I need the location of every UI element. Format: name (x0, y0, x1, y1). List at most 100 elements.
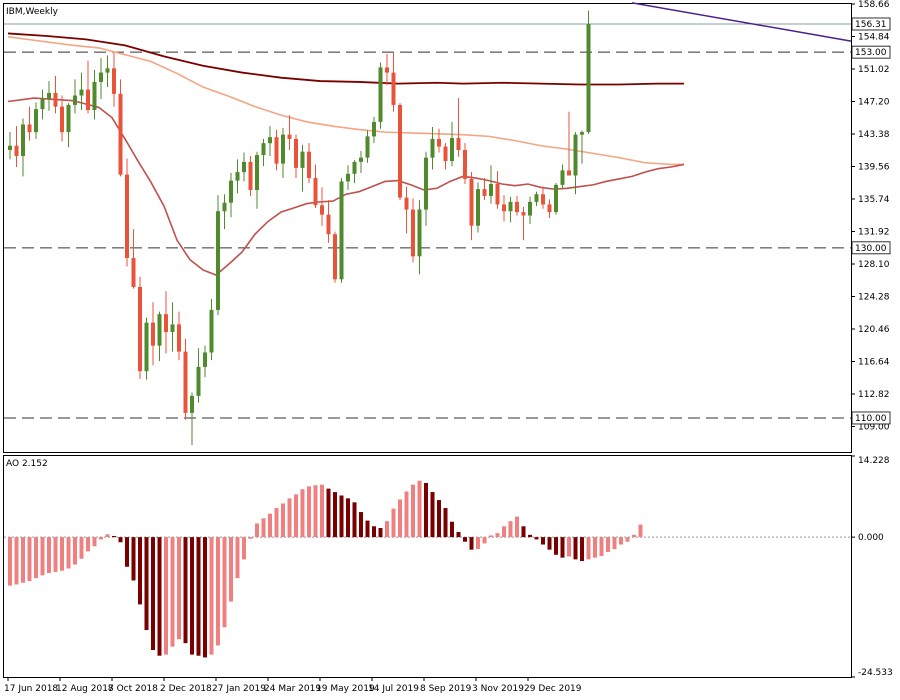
candle-body (196, 366, 201, 396)
candle-body (391, 72, 396, 105)
candle-body (567, 170, 571, 176)
candlestick (79, 72, 84, 111)
candlestick (482, 178, 487, 201)
candlestick (261, 138, 266, 167)
oscillator-bar (632, 534, 636, 538)
candlestick (118, 79, 123, 177)
oscillator-bar (515, 516, 519, 538)
candle-body (203, 352, 207, 367)
candlestick (463, 143, 467, 185)
candle-body (183, 351, 188, 413)
candle-body (437, 138, 441, 147)
oscillator-bar (430, 492, 435, 538)
candlestick (456, 98, 461, 157)
candlestick (287, 115, 292, 150)
price-grid-levels (4, 23, 851, 419)
candlestick (170, 302, 175, 352)
candle-body (417, 209, 422, 257)
candle-body (300, 151, 305, 168)
candlestick (125, 158, 129, 267)
oscillator-bar (73, 537, 77, 565)
oscillator-bar (14, 537, 19, 585)
oscillator-bar (34, 537, 38, 579)
candle-body (138, 286, 142, 372)
candlestick (34, 102, 38, 139)
candlestick (222, 194, 227, 230)
candlestick (151, 302, 155, 366)
candlestick (372, 116, 376, 144)
candle-body (476, 189, 480, 226)
oscillator-bar (125, 537, 129, 567)
candle-body (502, 204, 506, 212)
candle-body (229, 180, 233, 203)
oscillator-bar (612, 537, 617, 550)
candle-body (99, 72, 103, 82)
candlestick (177, 311, 181, 361)
oscillator-bar (411, 484, 415, 538)
moving-average-slow (7, 32, 684, 86)
oscillator-bar (27, 537, 32, 582)
oscillator-bar (534, 537, 539, 540)
price-tick-label: 128.10 (858, 260, 890, 270)
candlestick (196, 348, 201, 403)
oscillator-bar (53, 537, 58, 572)
candle-body (339, 181, 344, 280)
oscillator-bar (86, 537, 90, 552)
candlestick (391, 53, 396, 112)
oscillator-panel-frame (3, 455, 852, 678)
candle-body (144, 322, 149, 372)
moving-average-mid (7, 36, 684, 166)
candlestick (398, 103, 402, 201)
candle-body (541, 194, 545, 205)
oscillator-bar (242, 537, 246, 560)
candle-body (14, 145, 19, 156)
oscillator-bar (508, 521, 513, 538)
oscillator-bar (580, 537, 584, 562)
candle-body (450, 138, 454, 162)
candlestick (430, 127, 435, 170)
candle-body (53, 92, 58, 107)
candlestick (326, 200, 331, 243)
oscillator-bar (40, 537, 45, 576)
oscillator-bar (287, 498, 292, 538)
candlestick (320, 187, 324, 226)
candle-body (170, 324, 175, 333)
oscillator-bar (8, 537, 12, 586)
candlestick (515, 195, 519, 216)
oscillator-bar (144, 537, 149, 631)
candle-body (222, 202, 227, 212)
candlestick (138, 276, 142, 379)
candlestick (53, 75, 58, 114)
chart-title: IBM,Weekly (6, 7, 59, 17)
trendline-layer (631, 2, 852, 42)
candlestick (417, 200, 422, 275)
price-label-text: 153.00 (855, 48, 887, 58)
time-tick-label: 14 Jul 2019 (368, 684, 419, 694)
oscillator-bar (60, 537, 64, 571)
candlestick (248, 155, 253, 196)
candlestick (534, 191, 539, 207)
candle-body (424, 157, 428, 210)
price-labels: 156.31 153.00 130.00 110.00 (851, 17, 891, 425)
candle-body (47, 92, 51, 99)
oscillator-bar (157, 537, 162, 656)
candlestick (66, 103, 71, 148)
time-tick-label: 12 Aug 2018 (56, 684, 114, 694)
candlesticks (8, 10, 591, 446)
price-label: 110.00 (851, 411, 891, 425)
time-tick-label: 8 Sep 2019 (420, 684, 472, 694)
oscillator-bar (177, 537, 181, 640)
price-tick-label: 124.28 (858, 292, 890, 302)
candlestick (21, 118, 25, 177)
candlestick (203, 345, 207, 378)
oscillator-bar (404, 491, 409, 538)
oscillator-bar (417, 480, 422, 538)
price-tick-label: 147.20 (858, 97, 890, 107)
candlestick (385, 53, 389, 86)
candle-body (508, 201, 513, 212)
price-tick-label: 151.02 (858, 65, 890, 75)
resistance-trendline (631, 2, 852, 42)
candlestick (586, 10, 591, 134)
candle-body (320, 205, 324, 215)
